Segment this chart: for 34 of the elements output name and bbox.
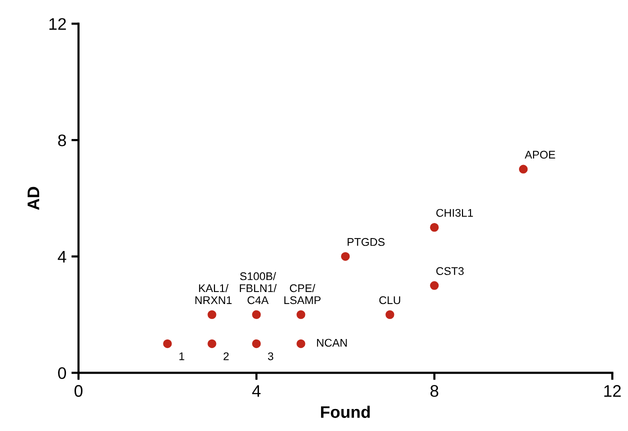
point: [163, 339, 172, 348]
point: [252, 339, 261, 348]
annotation: S100B/ FBLN1/ C4A: [240, 272, 277, 304]
point: [430, 281, 439, 290]
y-tick-label: 4: [58, 251, 66, 262]
y-tick-label: 12: [49, 18, 66, 30]
annotation: PTGDS: [348, 238, 385, 246]
point: [208, 310, 216, 319]
x-tick-label: 8: [430, 385, 438, 397]
x-axis-title: Found: [321, 406, 370, 418]
annotation: APOE: [524, 150, 556, 159]
point: [208, 339, 216, 348]
annotation: 2: [224, 352, 229, 360]
annotation: 1: [179, 352, 184, 360]
y-tick-label: 8: [58, 134, 66, 146]
x-tick-label: 12: [604, 385, 621, 397]
x-tick-label: 4: [252, 385, 261, 397]
annotation: CHI3L1: [436, 208, 473, 217]
annotation: CST3: [436, 267, 464, 276]
annotation: CLU: [379, 296, 400, 304]
annotation: NCAN: [317, 338, 347, 347]
x-tick-label: 0: [74, 385, 82, 397]
point: [296, 339, 306, 348]
point: [430, 222, 439, 232]
annotation: 3: [268, 352, 274, 360]
point: [296, 310, 306, 319]
annotation: KAL1/ NRXN1: [195, 284, 232, 304]
annotation: CPE/ LSAMP: [284, 284, 321, 304]
point: [341, 252, 350, 261]
y-tick-label: 0: [58, 367, 66, 380]
y-axis-title: AD: [28, 186, 40, 210]
point: [386, 310, 394, 319]
point: [518, 164, 528, 174]
point: [252, 310, 261, 319]
